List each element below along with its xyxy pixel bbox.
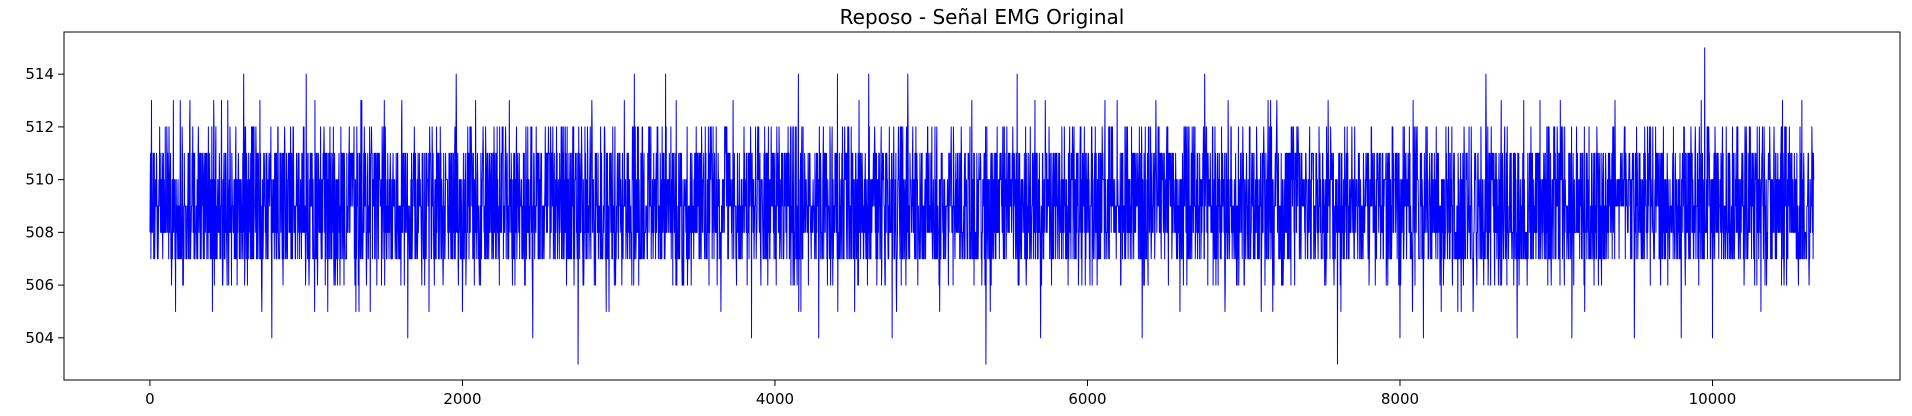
y-tick-label: 514 [25,65,54,83]
x-tick-label: 0 [145,390,155,408]
chart-title: Reposo - Señal EMG Original [840,5,1125,29]
y-tick-label: 510 [25,171,54,189]
x-tick-label: 10000 [1689,390,1737,408]
y-tick-label: 506 [25,276,54,294]
x-tick-label: 8000 [1381,390,1419,408]
x-tick-label: 6000 [1068,390,1106,408]
emg-signal-line [149,47,1815,365]
plot-area [63,31,1901,381]
x-tick-label: 2000 [443,390,481,408]
y-tick-label: 508 [25,223,54,241]
axes-frame [63,31,1901,381]
y-tick-label: 512 [25,118,54,136]
x-tick-label: 4000 [756,390,794,408]
y-axis: 504 506 508 510 512 514 [25,65,64,347]
x-axis: 0 2000 4000 6000 8000 10000 [145,380,1736,408]
y-tick-label: 504 [25,329,54,347]
